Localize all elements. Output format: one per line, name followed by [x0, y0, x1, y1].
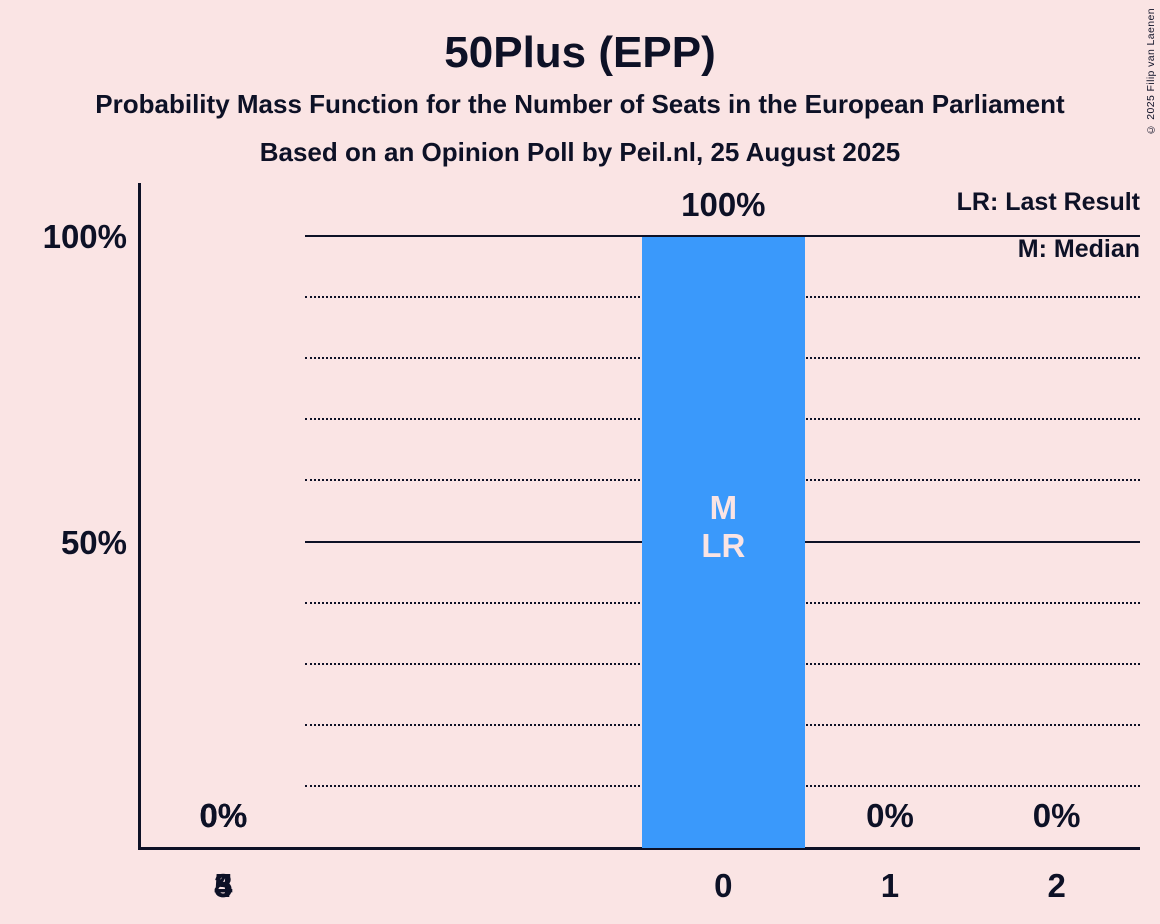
plot-area: 100% 50% M LR 100% 0 0% 1 0% 2 0% 3 — [43, 183, 1140, 902]
gridline-100 — [305, 235, 1140, 237]
bar-value-label-seat-4: 0% — [199, 797, 248, 834]
x-tick-label-4: 4 — [214, 867, 233, 904]
x-tick-label-5: 5 — [214, 867, 233, 904]
x-axis-line — [138, 847, 1140, 850]
legend-median: M: Median — [1017, 235, 1140, 263]
last-result-marker: LR — [701, 527, 746, 564]
bar-column-seat-5: 0% 5 — [140, 183, 307, 902]
y-tick-label-50: 50% — [60, 523, 127, 561]
bar-column-seat-2: 0% 2 — [973, 183, 1140, 902]
bar-column-seat-1: 0% 1 — [807, 183, 974, 902]
bar-column-seat-0: M LR 100% 0 — [640, 183, 807, 902]
x-tick-label-0: 0 — [714, 867, 733, 904]
copyright-note: © 2025 Filip van Laenen — [1145, 8, 1157, 136]
y-tick-label-100: 100% — [42, 218, 127, 255]
bar-value-label-seat-3: 0% — [199, 797, 248, 834]
bar-value-label-seat-2: 0% — [1032, 797, 1081, 834]
median-marker: M — [709, 489, 738, 526]
legend-last-result: LR: Last Result — [956, 188, 1140, 216]
y-axis-line — [138, 183, 141, 850]
chart-title: 50Plus (EPP) — [444, 28, 716, 77]
x-tick-label-2: 2 — [1047, 867, 1066, 904]
bar-value-label-seat-1: 0% — [866, 797, 914, 834]
x-tick-label-1: 1 — [880, 867, 900, 904]
chart-subtitle: Probability Mass Function for the Number… — [95, 89, 1065, 119]
bar-seat-0: M LR — [642, 237, 805, 848]
bar-column-seat-4: 0% 4 — [140, 183, 307, 902]
bar-value-label-seat-5: 0% — [199, 797, 248, 834]
bar-value-label-seat-0: 100% — [681, 186, 766, 223]
bar-column-seat-3: 0% 3 — [140, 183, 307, 902]
x-tick-label-3: 3 — [214, 867, 233, 904]
bar-annotation-median-lastresult: M LR — [642, 489, 805, 565]
chart-source-line: Based on an Opinion Poll by Peil.nl, 25 … — [259, 137, 901, 167]
